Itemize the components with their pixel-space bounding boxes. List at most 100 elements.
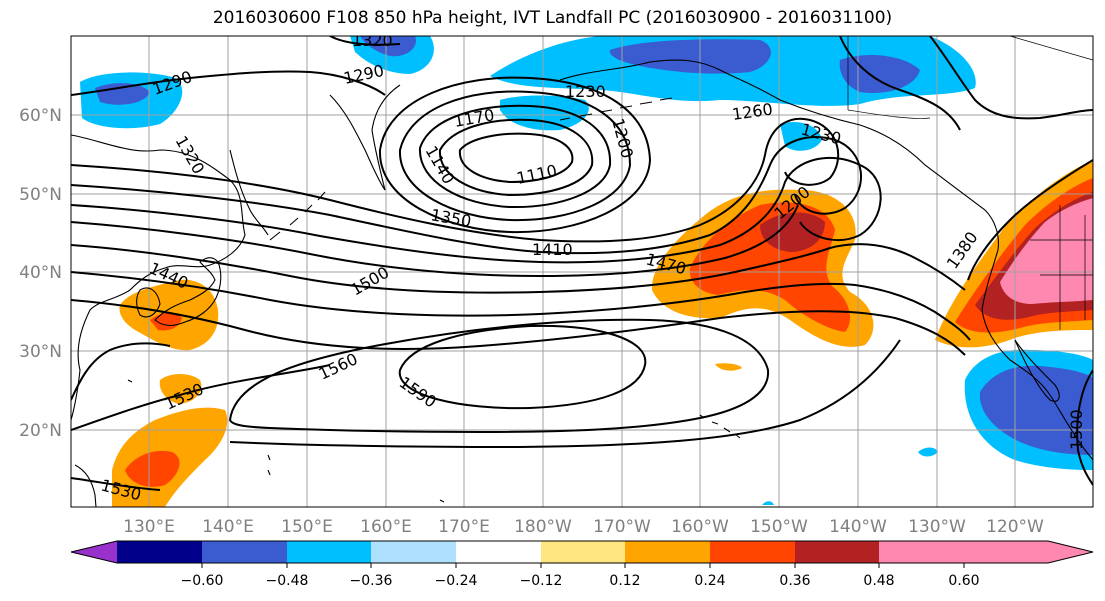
height-contour bbox=[438, 118, 594, 197]
lon-label: 170°W bbox=[593, 517, 651, 537]
lon-label: 160°E bbox=[360, 517, 412, 537]
kuril-islands bbox=[269, 191, 326, 241]
contour-label: 1500 bbox=[1067, 409, 1086, 450]
lat-label-60n: 60°N bbox=[19, 106, 62, 126]
canada-border bbox=[847, 36, 1093, 119]
contour-label: 1320 bbox=[352, 31, 393, 50]
colorbar-tick-label: −0.60 bbox=[181, 573, 224, 589]
height-contour bbox=[458, 132, 574, 184]
height-contour bbox=[71, 204, 799, 278]
colorbar-segment bbox=[287, 541, 371, 563]
height-contour bbox=[929, 36, 1093, 120]
colorbar-segment bbox=[879, 541, 964, 563]
height-contour bbox=[71, 136, 862, 255]
longitude-labels: 130°E 140°E 150°E 160°E 170°E 180°W 170°… bbox=[123, 517, 1044, 537]
height-contour bbox=[71, 156, 882, 264]
colorbar-segment bbox=[795, 541, 879, 563]
alaska-coastline bbox=[559, 59, 999, 251]
height-contour bbox=[71, 299, 966, 356]
colorbar-tick-label: 0.48 bbox=[863, 573, 894, 589]
lat-label-40n: 40°N bbox=[19, 263, 62, 283]
colorbar-outline bbox=[70, 540, 1094, 564]
colorbar-segment bbox=[117, 541, 202, 563]
colorbar-tick-label: −0.48 bbox=[266, 573, 309, 589]
ivt-negative-patch bbox=[500, 95, 589, 131]
colorbar-segment bbox=[625, 541, 710, 563]
ivt-positive-patch bbox=[125, 450, 180, 487]
height-contour bbox=[71, 243, 966, 294]
map-frame bbox=[70, 35, 1094, 508]
ivt-negative-patch bbox=[979, 365, 1093, 455]
colorbar-segment bbox=[710, 541, 795, 563]
ivt-negative-patch bbox=[918, 447, 938, 457]
asia-coastline bbox=[71, 134, 246, 421]
lat-label-50n: 50°N bbox=[19, 185, 62, 205]
height-contour bbox=[71, 271, 971, 341]
height-contour bbox=[418, 104, 612, 209]
height-contour bbox=[1076, 369, 1093, 486]
aleutian-islands bbox=[559, 97, 673, 121]
height-contour bbox=[839, 36, 961, 131]
baja-coastline bbox=[1014, 339, 1060, 402]
height-contour bbox=[71, 117, 840, 243]
colorbar-tick-label: 0.12 bbox=[609, 573, 640, 589]
colorbar-segment bbox=[202, 541, 287, 563]
colorbar-extend-min bbox=[71, 541, 117, 563]
height-contour bbox=[329, 36, 401, 46]
sakhalin-coastline bbox=[229, 149, 269, 236]
japan-coastline bbox=[154, 257, 222, 327]
ivt-negative-patch bbox=[762, 501, 774, 505]
coastlines bbox=[71, 36, 1093, 507]
ivt-positive-patch bbox=[159, 374, 202, 404]
colorbar-segment bbox=[456, 541, 541, 563]
korea-coastline bbox=[136, 287, 161, 318]
contour-label: 1230 bbox=[565, 82, 606, 101]
colorbar-ticks bbox=[201, 563, 965, 568]
ivt-shading bbox=[80, 36, 1093, 507]
lon-label: 120°W bbox=[986, 517, 1044, 537]
hawaii-islands bbox=[699, 414, 741, 439]
height-contour bbox=[71, 339, 901, 491]
ivt-negative-patch bbox=[360, 36, 416, 57]
height-contour bbox=[967, 159, 1093, 281]
taiwan-coastline bbox=[74, 464, 97, 507]
lon-label: 140°E bbox=[202, 517, 254, 537]
height-contour bbox=[71, 342, 171, 401]
colorbar-tick-label: 0.36 bbox=[779, 573, 810, 589]
lat-label-30n: 30°N bbox=[19, 342, 62, 362]
colorbar-segment bbox=[371, 541, 456, 563]
ivt-positive-patch bbox=[715, 363, 742, 371]
height-contour bbox=[398, 324, 647, 410]
ivt-positive-patch bbox=[760, 212, 825, 252]
height-contour bbox=[398, 90, 632, 222]
lon-label: 150°W bbox=[750, 517, 808, 537]
colorbar-tick-label: −0.24 bbox=[435, 573, 478, 589]
colorbar-segment bbox=[541, 541, 625, 563]
ivt-negative-patch bbox=[609, 39, 771, 74]
height-contours bbox=[71, 36, 1093, 491]
height-contour bbox=[71, 364, 331, 431]
lon-label: 130°E bbox=[123, 517, 175, 537]
colorbar-tick-label: 0.24 bbox=[694, 573, 725, 589]
lat-label-20n: 20°N bbox=[19, 421, 62, 441]
height-contour bbox=[228, 318, 770, 434]
map-plot-area: 1290 1290 1320 1230 1170 1140 1200 1110 … bbox=[71, 31, 1093, 507]
height-contour bbox=[378, 76, 652, 234]
contour-label: 1410 bbox=[532, 240, 573, 259]
colorbar-tick-label: −0.12 bbox=[520, 573, 563, 589]
ivt-positive-patch bbox=[1000, 198, 1093, 304]
lon-label: 150°E bbox=[281, 517, 333, 537]
colorbar-tick-label: 0.60 bbox=[948, 573, 979, 589]
lon-label: 130°W bbox=[908, 517, 966, 537]
height-contour bbox=[71, 70, 386, 96]
pacific-islands bbox=[127, 379, 445, 503]
north-america-coastline bbox=[981, 249, 1093, 461]
colorbar-extend-max bbox=[964, 541, 1093, 563]
lon-label: 160°W bbox=[671, 517, 729, 537]
us-state-lines bbox=[1030, 205, 1093, 330]
lon-label: 170°E bbox=[438, 517, 490, 537]
kamchatka-coastline bbox=[329, 84, 401, 191]
colorbar: −0.60 −0.48 −0.36 −0.24 −0.12 0.12 0.24 … bbox=[70, 540, 1094, 589]
lon-label: 140°W bbox=[829, 517, 887, 537]
